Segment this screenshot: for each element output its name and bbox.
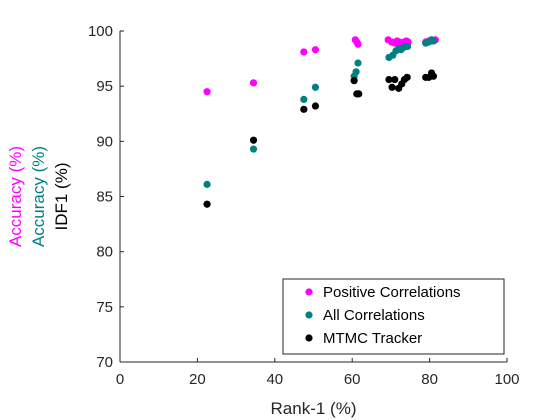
- y-tick-label: 80: [96, 244, 113, 261]
- legend-marker: [305, 288, 313, 296]
- x-tick-label: 80: [421, 371, 438, 388]
- data-point: [403, 73, 411, 81]
- y-axis-label-line: Accuracy (%): [6, 146, 25, 247]
- y-axis-label-line: IDF1 (%): [52, 163, 71, 231]
- y-tick-label: 100: [88, 23, 113, 40]
- data-point: [300, 95, 308, 104]
- x-axis-ticks: 0 20 40 60 80 100: [116, 358, 520, 388]
- data-point: [354, 40, 362, 48]
- y-axis-label: Accuracy (%) Accuracy (%) IDF1 (%): [6, 146, 71, 247]
- data-point: [311, 83, 320, 91]
- x-tick-label: 0: [116, 371, 124, 388]
- data-point: [203, 180, 211, 188]
- data-points: [203, 36, 440, 208]
- data-point: [203, 200, 211, 208]
- data-point: [249, 79, 258, 87]
- data-point: [391, 75, 399, 84]
- data-point: [388, 83, 396, 91]
- y-tick-label: 95: [96, 78, 113, 95]
- x-tick-label: 40: [266, 371, 283, 388]
- x-axis-label: Rank-1 (%): [271, 399, 357, 418]
- data-point: [249, 136, 258, 144]
- data-point: [385, 75, 393, 84]
- data-point: [300, 48, 308, 56]
- x-tick-label: 20: [189, 371, 206, 388]
- data-point: [350, 77, 358, 85]
- y-tick-label: 70: [96, 354, 113, 371]
- data-point: [429, 37, 438, 45]
- y-axis-label-line: Accuracy (%): [29, 146, 48, 247]
- data-point: [354, 59, 362, 67]
- data-point: [203, 88, 211, 96]
- legend-marker: [305, 311, 313, 319]
- data-point: [249, 145, 258, 153]
- legend-entry: All Correlations: [323, 307, 425, 324]
- x-tick-label: 60: [344, 371, 361, 388]
- x-tick-label: 100: [494, 371, 519, 388]
- data-point: [355, 90, 363, 98]
- legend-entry: Positive Correlations: [323, 284, 461, 301]
- y-tick-label: 75: [96, 299, 113, 316]
- legend: Positive Correlations All Correlations MTM…: [282, 278, 505, 355]
- data-point: [352, 68, 360, 76]
- legend-entry: MTMC Tracker: [323, 330, 422, 347]
- data-point: [311, 46, 320, 54]
- legend-marker: [305, 334, 313, 342]
- y-axis-ticks: 70 75 80 85 90 95 100: [88, 23, 124, 371]
- data-point: [403, 42, 412, 51]
- legend-box: [282, 278, 505, 355]
- data-point: [429, 72, 438, 80]
- y-tick-label: 85: [96, 189, 113, 206]
- data-point: [311, 102, 320, 110]
- data-point: [300, 105, 308, 113]
- y-tick-label: 90: [96, 133, 113, 150]
